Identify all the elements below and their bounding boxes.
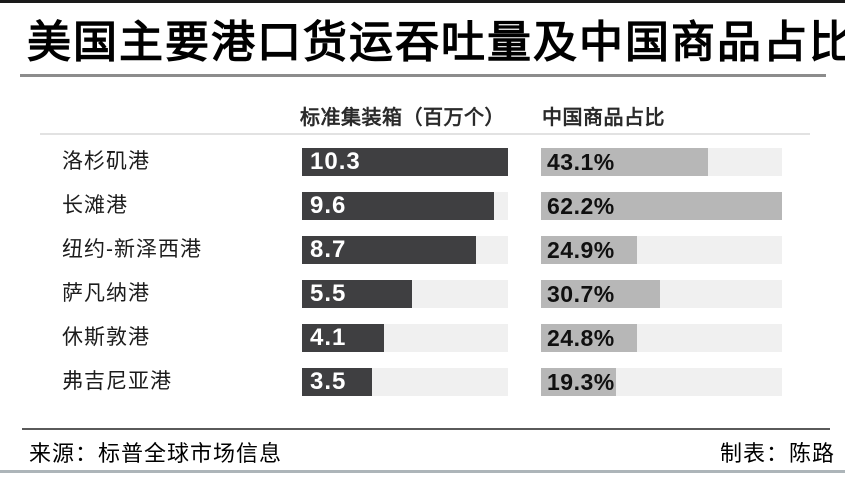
header-divider-rule — [40, 133, 810, 135]
table-row: 洛杉矶港 10.3 43.1% — [0, 146, 845, 190]
teu-bar: 10.3 — [302, 148, 508, 176]
teu-value-label: 3.5 — [310, 368, 347, 395]
share-bar-track: 62.2% — [541, 192, 782, 220]
teu-bar-track: 9.6 — [302, 192, 508, 220]
teu-value-label: 4.1 — [310, 324, 347, 351]
bottom-border-rule — [0, 470, 845, 473]
port-name-label: 洛杉矶港 — [62, 150, 150, 173]
table-row: 纽约-新泽西港 8.7 24.9% — [0, 234, 845, 278]
column-header-teu: 标准集装箱（百万个） — [300, 107, 505, 129]
share-value-label: 43.1% — [547, 149, 615, 175]
teu-bar-track: 4.1 — [302, 324, 508, 352]
share-value-label: 24.8% — [547, 325, 615, 351]
port-name-label: 休斯敦港 — [62, 326, 150, 349]
share-bar-track: 24.8% — [541, 324, 782, 352]
teu-value-label: 8.7 — [310, 236, 347, 263]
teu-bar-track: 5.5 — [302, 280, 508, 308]
share-value-label: 62.2% — [547, 193, 615, 219]
source-credit-label: 来源：标普全球市场信息 — [29, 441, 283, 466]
teu-bar: 5.5 — [302, 280, 412, 308]
teu-bar-track: 8.7 — [302, 236, 508, 264]
teu-bar-track: 3.5 — [302, 368, 508, 396]
teu-bar-track: 10.3 — [302, 148, 508, 176]
share-bar: 24.8% — [541, 324, 638, 352]
author-credit-label: 制表：陈路 — [719, 441, 835, 466]
share-bar-track: 19.3% — [541, 368, 782, 396]
teu-bar: 4.1 — [302, 324, 384, 352]
port-name-label: 长滩港 — [62, 194, 128, 217]
footer-divider-rule — [22, 428, 830, 430]
table-row: 休斯敦港 4.1 24.8% — [0, 322, 845, 366]
share-bar: 62.2% — [541, 192, 782, 220]
table-row: 长滩港 9.6 62.2% — [0, 190, 845, 234]
share-value-label: 30.7% — [547, 281, 615, 307]
title-divider-rule — [20, 74, 826, 77]
port-name-label: 萨凡纳港 — [62, 282, 150, 305]
teu-value-label: 10.3 — [310, 148, 361, 175]
share-value-label: 24.9% — [547, 237, 615, 263]
share-bar: 43.1% — [541, 148, 708, 176]
footer: 来源：标普全球市场信息 制表：陈路 — [0, 436, 845, 466]
table-row: 萨凡纳港 5.5 30.7% — [0, 278, 845, 322]
chart-title: 美国主要港口货运吞吐量及中国商品占比 — [27, 18, 845, 67]
port-name-label: 纽约-新泽西港 — [62, 238, 202, 261]
top-border-rule — [0, 0, 845, 3]
table-row: 弗吉尼亚港 3.5 19.3% — [0, 366, 845, 410]
rows: 洛杉矶港 10.3 43.1% 长滩港 9.6 62.2% 纽约-新泽西港 — [0, 146, 845, 410]
port-name-label: 弗吉尼亚港 — [62, 370, 172, 393]
teu-value-label: 5.5 — [310, 280, 347, 307]
share-value-label: 19.3% — [547, 369, 615, 395]
column-header-share: 中国商品占比 — [542, 107, 665, 129]
share-bar-track: 24.9% — [541, 236, 782, 264]
share-bar: 19.3% — [541, 368, 616, 396]
share-bar: 30.7% — [541, 280, 660, 308]
teu-bar: 9.6 — [302, 192, 494, 220]
teu-bar: 8.7 — [302, 236, 476, 264]
teu-bar: 3.5 — [302, 368, 372, 396]
share-bar-track: 43.1% — [541, 148, 782, 176]
share-bar: 24.9% — [541, 236, 638, 264]
share-bar-track: 30.7% — [541, 280, 782, 308]
teu-value-label: 9.6 — [310, 192, 347, 219]
